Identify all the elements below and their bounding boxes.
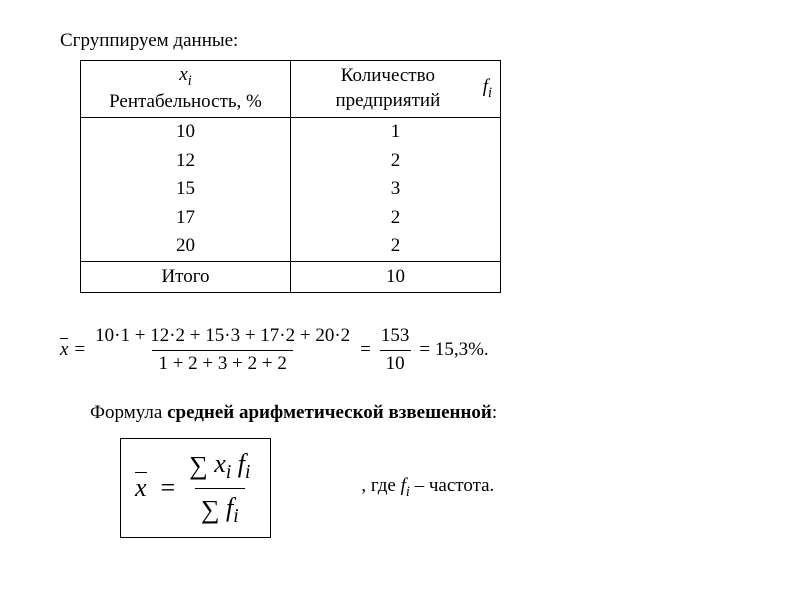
cell-x: 17 <box>81 204 291 233</box>
x-caption: Рентабельность, % <box>89 90 282 115</box>
table-row: 20 2 <box>81 232 501 261</box>
formula-caption: , где fi – частота. <box>361 475 494 501</box>
footer-total: 10 <box>291 261 501 292</box>
formula-f-sub: i <box>245 463 250 484</box>
fraction-1: 10·1 + 12·2 + 15·3 + 17·2 + 20·2 1 + 2 +… <box>89 323 356 377</box>
cell-x: 10 <box>81 118 291 147</box>
fraction-2: 153 10 <box>375 323 416 377</box>
xbar-symbol: x <box>60 339 68 361</box>
formula-label-prefix: Формула <box>90 402 167 423</box>
formula-x: x <box>214 449 226 478</box>
eq-sign: = <box>360 339 371 361</box>
formula-numerator: ∑ xi fi <box>183 445 256 488</box>
formula-x-sub: i <box>226 463 231 484</box>
numerator-1: 10·1 + 12·2 + 15·3 + 17·2 + 20·2 <box>89 323 356 350</box>
formula-label-bold: средней арифметической взвешенной <box>167 402 492 423</box>
formula-row: x = ∑ xi fi ∑ fi , где fi – частота. <box>120 438 740 538</box>
cell-x: 20 <box>81 232 291 261</box>
formula-label: Формула средней арифметической взвешенно… <box>90 402 740 424</box>
x-sub: i <box>188 73 192 89</box>
formula-box: x = ∑ xi fi ∑ fi <box>120 438 271 538</box>
eq-sign: = <box>74 339 85 361</box>
denominator-2: 10 <box>380 350 411 378</box>
col-header-f: Количество предприятий fi <box>291 61 501 118</box>
table-row: 10 1 <box>81 118 501 147</box>
cell-f: 2 <box>291 147 501 176</box>
numerator-2: 153 <box>375 323 416 350</box>
intro-text: Сгруппируем данные: <box>60 30 740 52</box>
sigma-icon: ∑ <box>201 495 220 524</box>
x-symbol: x <box>179 64 187 85</box>
caption-suffix: – частота. <box>410 475 494 496</box>
formula-f: f <box>238 449 245 478</box>
cell-x: 15 <box>81 175 291 204</box>
cell-f: 1 <box>291 118 501 147</box>
formula-xbar: x <box>135 473 147 503</box>
formula-label-suffix: : <box>492 402 497 423</box>
denominator-1: 1 + 2 + 3 + 2 + 2 <box>152 350 292 378</box>
formula-eq: = <box>161 473 176 503</box>
caption-prefix: , где <box>361 475 400 496</box>
formula-xbar-letter: x <box>135 473 147 502</box>
f-caption: Количество предприятий <box>299 64 477 113</box>
data-table: xi Рентабельность, % Количество предприя… <box>80 60 501 293</box>
cell-f: 2 <box>291 204 501 233</box>
result-text: = 15,3%. <box>419 339 488 361</box>
calculation-line: x = 10·1 + 12·2 + 15·3 + 17·2 + 20·2 1 +… <box>60 323 740 377</box>
formula-f-sub: i <box>233 506 238 527</box>
xbar-letter: x <box>60 339 68 360</box>
table-footer: Итого 10 <box>81 261 501 292</box>
col-header-x: xi Рентабельность, % <box>81 61 291 118</box>
sigma-icon: ∑ <box>189 451 208 480</box>
footer-label: Итого <box>81 261 291 292</box>
table-row: 15 3 <box>81 175 501 204</box>
cell-f: 3 <box>291 175 501 204</box>
formula-fraction: ∑ xi fi ∑ fi <box>183 445 256 531</box>
cell-x: 12 <box>81 147 291 176</box>
table-row: 17 2 <box>81 204 501 233</box>
table-row: 12 2 <box>81 147 501 176</box>
f-sub: i <box>488 85 492 101</box>
formula-denominator: ∑ fi <box>195 488 245 532</box>
cell-f: 2 <box>291 232 501 261</box>
